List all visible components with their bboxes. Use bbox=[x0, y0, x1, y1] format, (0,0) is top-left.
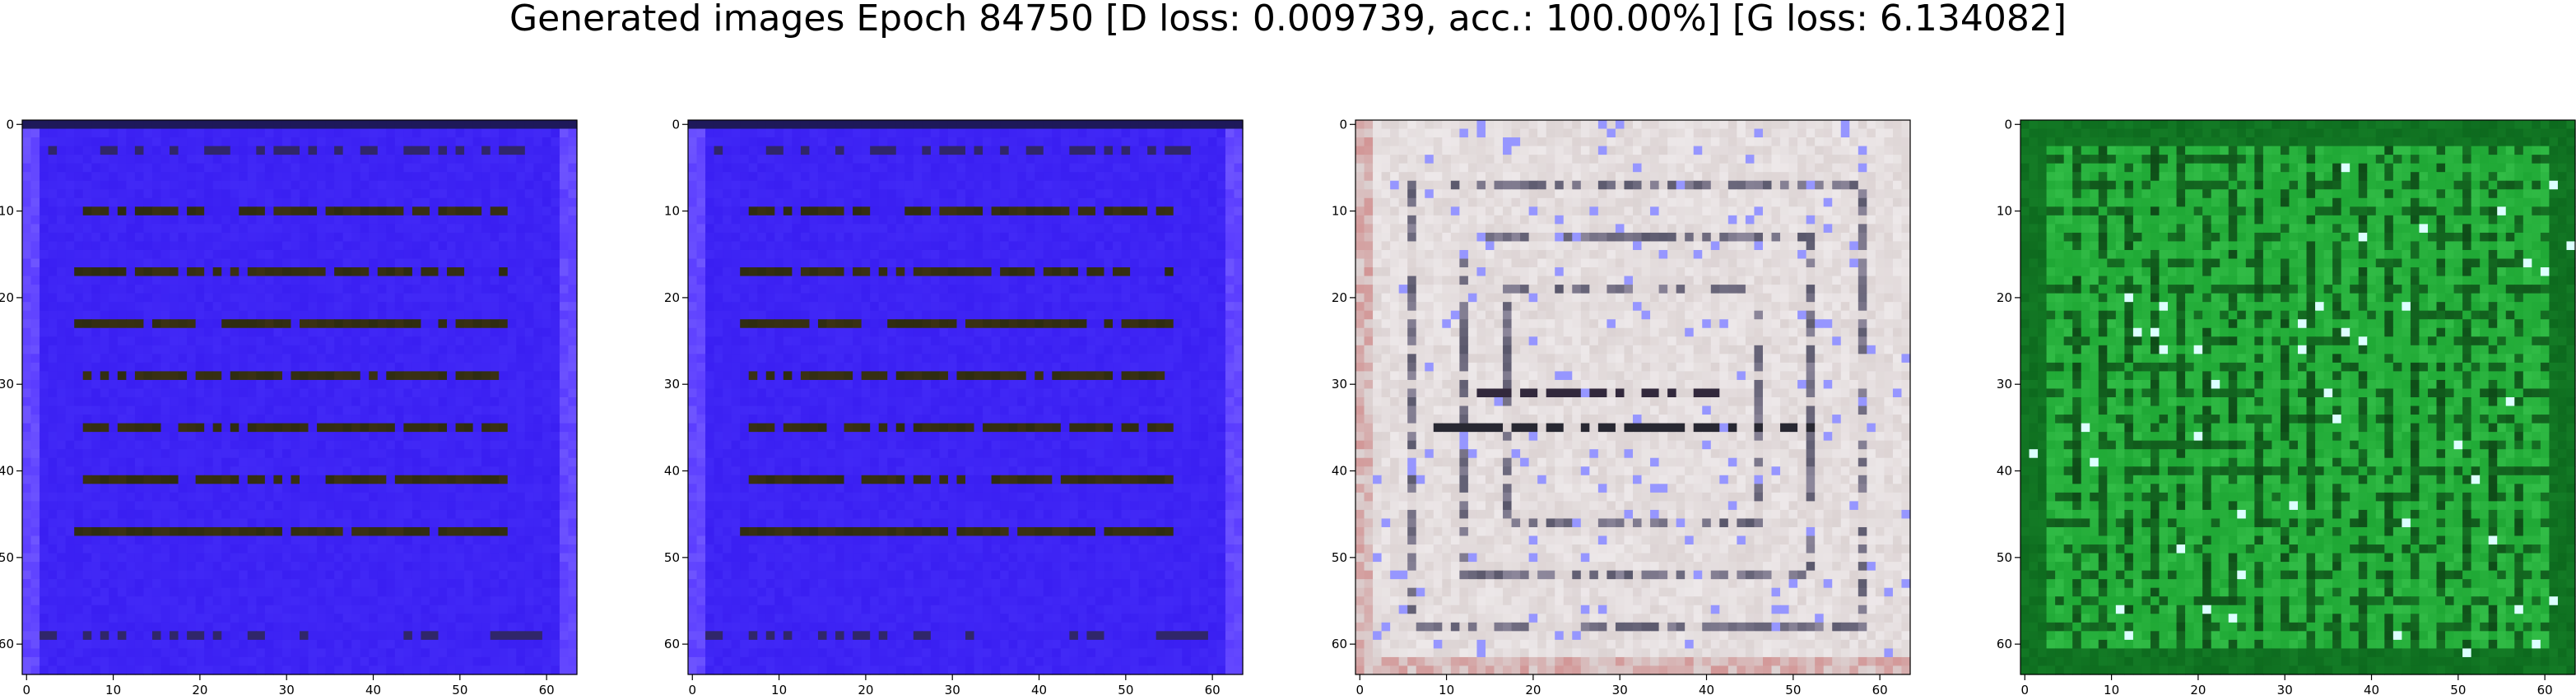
y-tick-label: 0 bbox=[1339, 117, 1347, 132]
y-tick-label: 30 bbox=[0, 377, 14, 392]
y-tick-label: 50 bbox=[664, 550, 680, 565]
y-tick-label: 20 bbox=[1997, 290, 2012, 305]
x-tick-label: 60 bbox=[539, 683, 555, 695]
y-tick-label: 60 bbox=[1332, 637, 1347, 651]
x-tick-label: 50 bbox=[452, 683, 467, 695]
y-tick-label: 40 bbox=[1332, 464, 1347, 479]
y-tick-label: 50 bbox=[0, 550, 14, 565]
x-tick-label: 30 bbox=[1612, 683, 1628, 695]
y-tick-label: 50 bbox=[1997, 550, 2012, 565]
y-tick-label: 10 bbox=[1997, 204, 2012, 219]
x-tick-label: 0 bbox=[1355, 683, 1364, 695]
x-tick-label: 10 bbox=[2104, 683, 2119, 695]
y-tick-label: 20 bbox=[0, 290, 14, 305]
axes-frame bbox=[22, 120, 577, 674]
x-tick-label: 0 bbox=[2020, 683, 2029, 695]
y-tick-label: 40 bbox=[664, 464, 680, 479]
x-tick-label: 20 bbox=[858, 683, 873, 695]
axes-frame bbox=[688, 120, 1243, 674]
x-tick-label: 20 bbox=[2190, 683, 2206, 695]
x-tick-label: 60 bbox=[1205, 683, 1221, 695]
y-tick-label: 20 bbox=[664, 290, 680, 305]
y-tick-label: 0 bbox=[672, 117, 680, 132]
x-tick-label: 10 bbox=[771, 683, 787, 695]
y-tick-label: 0 bbox=[2004, 117, 2012, 132]
x-tick-label: 10 bbox=[105, 683, 121, 695]
x-tick-label: 60 bbox=[1872, 683, 1888, 695]
axes-frame bbox=[2020, 120, 2575, 674]
y-tick-label: 60 bbox=[664, 637, 680, 651]
y-tick-label: 60 bbox=[1997, 637, 2012, 651]
image-pixels bbox=[2020, 120, 2576, 675]
x-tick-label: 40 bbox=[1699, 683, 1714, 695]
x-tick-label: 40 bbox=[2364, 683, 2379, 695]
x-tick-label: 0 bbox=[688, 683, 696, 695]
figure-title: Generated images Epoch 84750 [D loss: 0.… bbox=[0, 0, 2576, 38]
x-tick-label: 50 bbox=[1785, 683, 1801, 695]
y-tick-label: 30 bbox=[1332, 377, 1347, 392]
x-tick-label: 40 bbox=[1031, 683, 1047, 695]
y-tick-label: 10 bbox=[0, 204, 14, 219]
x-tick-label: 40 bbox=[365, 683, 381, 695]
x-tick-label: 50 bbox=[2450, 683, 2466, 695]
y-tick-label: 40 bbox=[0, 464, 14, 479]
y-tick-label: 30 bbox=[664, 377, 680, 392]
x-tick-label: 60 bbox=[2537, 683, 2553, 695]
y-tick-label: 10 bbox=[1332, 204, 1347, 219]
x-tick-label: 20 bbox=[1525, 683, 1541, 695]
x-tick-label: 30 bbox=[945, 683, 960, 695]
image-pixels bbox=[22, 120, 578, 675]
y-tick-label: 60 bbox=[0, 637, 14, 651]
y-tick-label: 30 bbox=[1997, 377, 2012, 392]
x-tick-label: 30 bbox=[279, 683, 295, 695]
y-tick-label: 40 bbox=[1997, 464, 2012, 479]
y-tick-label: 50 bbox=[1332, 550, 1347, 565]
x-tick-label: 50 bbox=[1118, 683, 1133, 695]
x-tick-label: 30 bbox=[2277, 683, 2293, 695]
x-tick-label: 10 bbox=[1439, 683, 1454, 695]
x-tick-label: 0 bbox=[22, 683, 30, 695]
y-tick-label: 20 bbox=[1332, 290, 1347, 305]
y-tick-label: 0 bbox=[6, 117, 14, 132]
image-pixels bbox=[688, 120, 1244, 675]
x-tick-label: 20 bbox=[192, 683, 207, 695]
image-pixels bbox=[1355, 120, 1911, 675]
axes-frame bbox=[1355, 120, 1910, 674]
y-tick-label: 10 bbox=[664, 204, 680, 219]
